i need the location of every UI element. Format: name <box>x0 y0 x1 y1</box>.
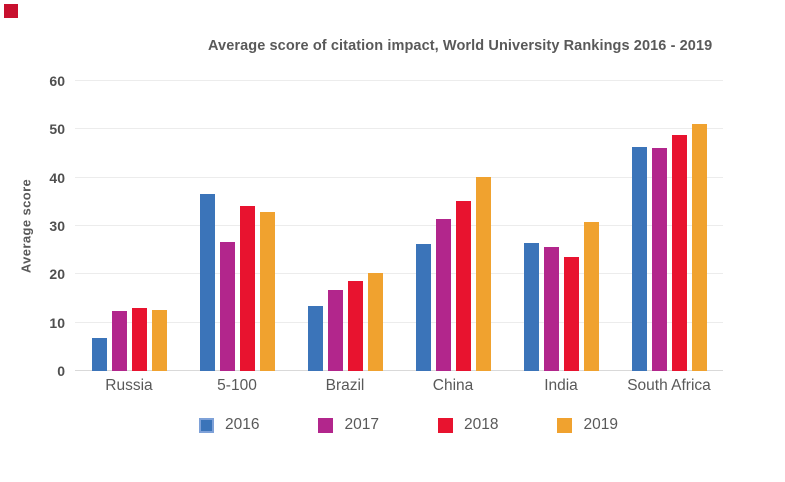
y-tick-label: 50 <box>49 121 65 138</box>
bar-2018-india <box>563 256 579 371</box>
bar-2017-brazil <box>327 289 343 371</box>
bar-2018-china <box>455 200 471 371</box>
legend-item-2018: 2018 <box>437 416 499 434</box>
bar-2017-russia <box>111 311 127 371</box>
legend-swatch-2019 <box>557 417 573 433</box>
bar-2019-brazil <box>367 273 383 371</box>
x-axis-label: South Africa <box>627 377 711 394</box>
bar-2019-china <box>475 176 491 371</box>
bar-2017-5-100 <box>219 242 235 371</box>
y-tick-label: 60 <box>49 73 65 89</box>
bar-2018-south-africa <box>671 134 687 371</box>
bar-2019-5-100 <box>259 211 275 371</box>
legend-label: 2018 <box>463 416 499 433</box>
legend-label: 2016 <box>225 416 260 433</box>
bar-2016-5-100 <box>199 193 215 371</box>
x-axis-label: Brazil <box>325 377 365 394</box>
bar-2017-china <box>435 219 451 371</box>
legend-label: 2019 <box>583 416 618 433</box>
legend-label: 2017 <box>344 416 379 433</box>
bar-2018-5-100 <box>239 205 255 371</box>
bar-2018-russia <box>131 308 147 371</box>
gridline <box>75 321 723 323</box>
chart-title: Average score of citation impact, World … <box>208 38 713 54</box>
plot-area <box>75 80 723 371</box>
gridline <box>75 80 723 81</box>
y-tick-label: 20 <box>49 266 65 283</box>
y-tick-label: 10 <box>49 314 65 331</box>
x-axis-label: China <box>432 377 474 394</box>
bar-2017-india <box>543 246 559 371</box>
bar-2019-russia <box>151 310 167 371</box>
bar-2018-brazil <box>347 281 363 371</box>
bar-2016-china <box>415 244 431 371</box>
legend-item-2019: 2019 <box>557 416 618 434</box>
bar-2016-south-africa <box>631 146 647 371</box>
x-axis-label: 5-100 <box>217 377 257 394</box>
bar-2016-russia <box>91 338 107 371</box>
legend-swatch-2016 <box>199 417 214 433</box>
bar-2019-south-africa <box>691 123 707 371</box>
legend-swatch-2018 <box>437 417 453 433</box>
bar-2016-brazil <box>307 305 323 371</box>
legend-item-2017: 2017 <box>318 416 379 434</box>
y-tick-label: 0 <box>57 363 65 379</box>
x-axis-label: India <box>544 377 578 394</box>
legend-item-2016: 2016 <box>199 416 259 434</box>
bar-2019-india <box>583 222 599 371</box>
legend: 2016 2017 2018 2019 <box>199 416 618 434</box>
x-axis-label: Russia <box>105 377 153 394</box>
gridline <box>75 128 723 130</box>
gridline <box>75 225 723 226</box>
bar-2016-india <box>523 243 539 371</box>
gridline <box>75 273 723 275</box>
gridline <box>75 176 723 178</box>
y-tick-label: 30 <box>49 218 65 234</box>
y-tick-label: 40 <box>49 169 65 186</box>
x-axis-line <box>75 370 723 371</box>
bar-2017-south-africa <box>651 148 667 371</box>
red-corner-mark <box>4 4 18 18</box>
legend-swatch-2017 <box>318 417 334 433</box>
